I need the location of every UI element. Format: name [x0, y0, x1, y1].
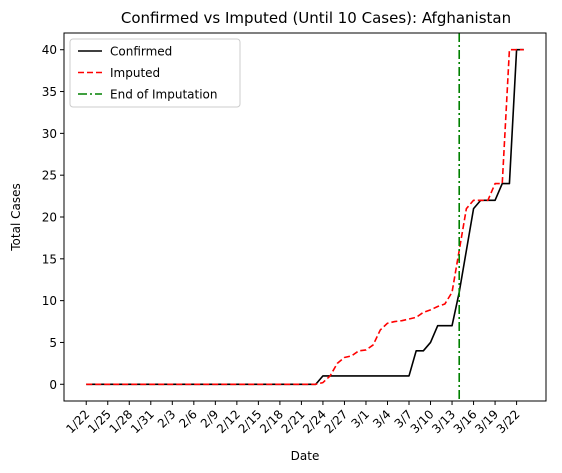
x-tick-label: 3/16 — [451, 407, 480, 436]
x-tick-label: 3/13 — [429, 407, 458, 436]
legend-label: Confirmed — [110, 45, 172, 59]
plot-area — [86, 33, 524, 401]
x-tick-label: 2/18 — [257, 407, 286, 436]
y-tick-label: 15 — [42, 252, 57, 266]
x-axis: 1/221/251/281/312/32/62/92/122/152/182/2… — [63, 401, 523, 436]
y-tick-label: 30 — [42, 127, 57, 141]
x-tick-label: 2/21 — [279, 407, 308, 436]
x-tick-label: 2/27 — [322, 407, 351, 436]
x-tick-label: 3/4 — [370, 407, 394, 431]
series-line-imputed — [86, 48, 524, 386]
x-tick-label: 1/25 — [85, 407, 114, 436]
x-tick-label: 3/19 — [472, 407, 501, 436]
legend-label: End of Imputation — [110, 88, 218, 102]
x-tick-label: 1/31 — [128, 407, 157, 436]
x-tick-label: 1/28 — [106, 407, 135, 436]
x-tick-label: 2/3 — [155, 407, 179, 431]
x-tick-label: 2/6 — [176, 407, 200, 431]
x-tick-label: 2/12 — [214, 407, 243, 436]
y-tick-label: 10 — [42, 294, 57, 308]
y-axis-label: Total Cases — [9, 183, 23, 251]
y-tick-label: 20 — [42, 211, 57, 225]
y-axis: 0 5 10 15 20 25 30 35 40 — [42, 43, 64, 392]
x-axis-label: Date — [291, 449, 320, 463]
x-tick-label: 1/22 — [63, 407, 92, 436]
x-tick-label: 2/24 — [300, 407, 329, 436]
legend: Confirmed Imputed End of Imputation — [69, 38, 241, 108]
x-tick-label: 3/22 — [494, 407, 523, 436]
y-tick-label: 35 — [42, 85, 57, 99]
x-tick-label: 3/10 — [408, 407, 437, 436]
x-tick-label: 3/1 — [349, 407, 373, 431]
legend-label: Imputed — [110, 66, 160, 80]
y-tick-label: 0 — [49, 378, 57, 392]
y-tick-label: 5 — [49, 336, 57, 350]
chart-title: Confirmed vs Imputed (Until 10 Cases): A… — [121, 9, 511, 27]
y-tick-label: 25 — [42, 169, 57, 183]
x-tick-label: 2/15 — [236, 407, 265, 436]
legend-box — [69, 38, 241, 108]
y-tick-label: 40 — [42, 43, 57, 57]
